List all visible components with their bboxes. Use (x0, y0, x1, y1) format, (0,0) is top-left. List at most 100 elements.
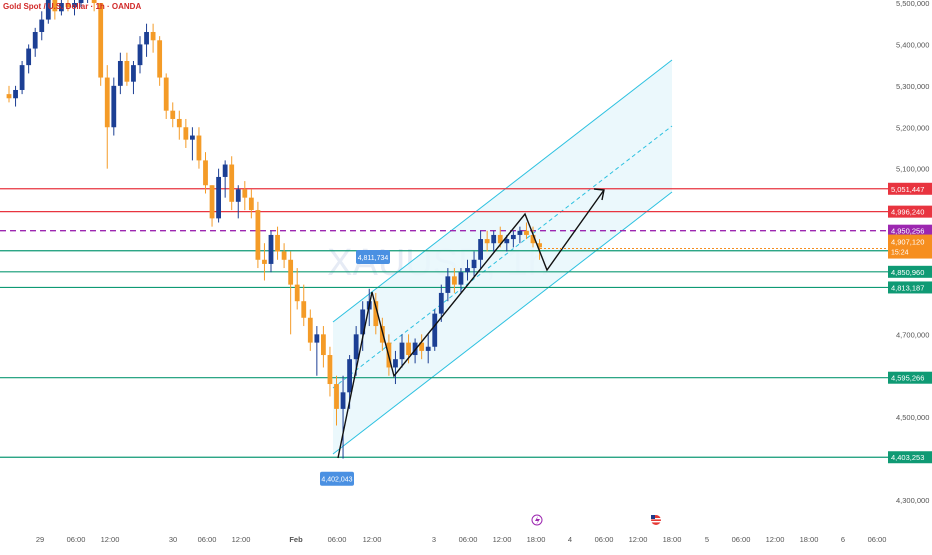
price-callout-label: 4,402,043 (321, 477, 352, 484)
event-markers[interactable] (531, 514, 661, 526)
price-callout-label: 4,811,734 (358, 255, 389, 262)
candle-bear (406, 342, 411, 356)
candle-bull (438, 292, 444, 314)
candle-bear (334, 384, 339, 409)
level-price-label: 5,051,447 (891, 185, 924, 194)
price-tick-label: 5,200,000 (896, 123, 929, 132)
chart-title: Gold Spot / U.S. Dollar · 1h · OANDA (3, 2, 142, 11)
time-tick-label: 18:00 (663, 535, 682, 544)
candle-bear (157, 40, 163, 78)
level-price-tag (888, 224, 932, 237)
time-tick-label: 06:00 (595, 535, 614, 544)
price-tick-label: 5,100,000 (896, 165, 929, 174)
candle-bull (393, 359, 398, 368)
us-flag-stripe (651, 521, 661, 523)
channel-fill (333, 60, 672, 454)
candle-bear (91, 0, 97, 3)
price-tick-label: 5,400,000 (896, 40, 929, 49)
level-price-tag (888, 281, 932, 294)
us-flag-canton (651, 515, 655, 519)
candle-bull (39, 19, 45, 32)
candle-bear (452, 276, 457, 285)
time-tick-label: 4 (568, 535, 572, 544)
level-price-tag (888, 451, 932, 464)
candle-bull (425, 346, 431, 351)
candle-bull (78, 0, 84, 3)
candle-bear (6, 94, 12, 99)
candle-bull (137, 44, 143, 66)
candle-bear (530, 234, 536, 244)
candle-bear (196, 135, 202, 161)
candle-bear (170, 110, 176, 119)
candle-bull (19, 65, 25, 90)
time-tick-label: 12:00 (493, 535, 512, 544)
price-callout-box (320, 471, 354, 486)
candle-bear (321, 334, 326, 356)
price-tick-label: 4,700,000 (896, 330, 929, 339)
candle-bull (340, 392, 346, 409)
time-tick-label: 06:00 (459, 535, 478, 544)
candle-bull (471, 259, 477, 269)
candle-bull (504, 239, 510, 244)
price-axis[interactable]: 5,500,000 5,400,000 5,300,000 5,200,000 5,10… (540, 0, 932, 505)
candle-bear (248, 197, 254, 211)
level-price-label: 4,813,187 (891, 283, 924, 292)
candle-bear (288, 259, 294, 285)
trend-drawings[interactable] (337, 188, 605, 459)
zigzag-projection-path (337, 189, 605, 459)
price-tick-label: 4,500,000 (896, 413, 929, 422)
time-tick-label: Feb (289, 535, 303, 544)
level-price-label: 4,950,256 (891, 227, 924, 236)
level-price-label: 4,850,960 (891, 268, 924, 277)
candle-bull (510, 234, 516, 240)
candle-bull (13, 89, 18, 99)
price-callouts: 4,811,734 4,402,043 (320, 250, 390, 486)
candle-bull (131, 65, 136, 82)
candle-bull (32, 31, 38, 49)
candle-bull (445, 276, 451, 293)
candle-bull (222, 164, 228, 177)
level-price-tag (888, 182, 932, 195)
candle-bear (524, 230, 529, 235)
price-callout-box (356, 250, 390, 265)
candle-bull (216, 176, 221, 219)
candle-bull (478, 239, 483, 260)
candle-bear (176, 118, 182, 128)
candlesticks (6, 0, 542, 459)
candle-bear (163, 77, 169, 111)
time-tick-label: 12:00 (629, 535, 648, 544)
candle-bull (235, 189, 241, 202)
candle-bull (517, 230, 523, 235)
level-price-tag (888, 371, 932, 384)
candle-bear (379, 326, 385, 343)
time-tick-label: 12:00 (101, 535, 120, 544)
time-tick-label: 18:00 (527, 535, 546, 544)
candle-bear (294, 284, 300, 302)
time-tick-label: 06:00 (868, 535, 887, 544)
candle-bull (347, 359, 352, 393)
candle-bull (465, 268, 470, 273)
candle-bull (45, 0, 51, 20)
time-tick-label: 12:00 (766, 535, 785, 544)
candle-bear (104, 77, 110, 128)
horizontal-levels[interactable] (0, 188, 888, 458)
candle-bull (353, 334, 359, 360)
candle-bear (497, 234, 503, 244)
price-tick-label: 5,300,000 (896, 82, 929, 91)
candle-bear (229, 164, 235, 202)
time-tick-label: 6 (841, 535, 845, 544)
candle-bear (242, 189, 248, 198)
candle-bear (209, 185, 215, 219)
candle-bear (419, 342, 425, 351)
level-price-tag (888, 265, 932, 278)
time-axis[interactable]: 29 06:00 12:00 30 06:00 12:00 Feb 06:00 12:00 3 06… (36, 535, 887, 544)
candle-bear (301, 301, 307, 318)
current-price-countdown: 15:24 (891, 250, 909, 257)
candle-bear (183, 127, 189, 140)
candle-bull (72, 3, 77, 8)
candle-bull (26, 48, 32, 66)
candle-bear (484, 239, 490, 244)
price-tick-label: 5,500,000 (896, 0, 929, 8)
